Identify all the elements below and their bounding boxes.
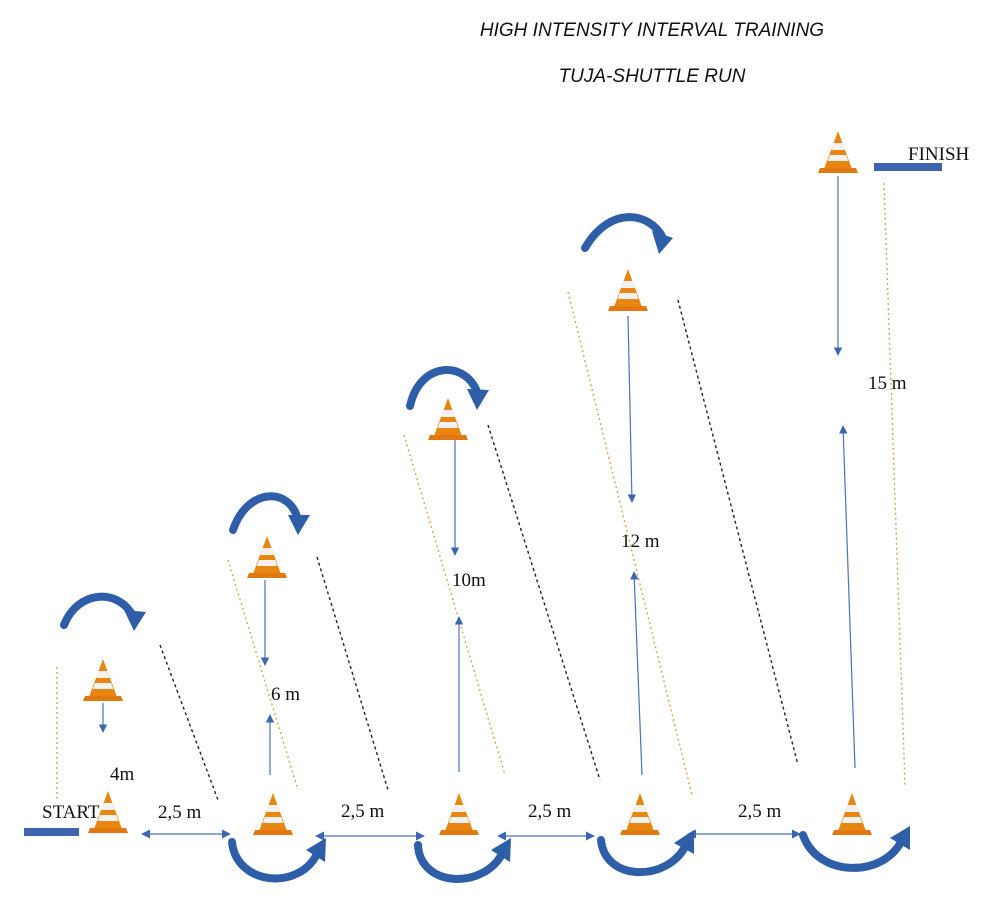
- black-guide-lines: [159, 299, 799, 801]
- gap-label: 2,5 m: [158, 802, 202, 823]
- shuttle-distance-label: 10m: [452, 570, 486, 591]
- traffic-cone-icon: [608, 269, 648, 311]
- bottom-turn-arrows: [228, 831, 906, 883]
- finish-line: [874, 163, 942, 171]
- curved-arrow-icon: [799, 831, 906, 872]
- shuttle-distance-label: 15 m: [868, 373, 907, 394]
- start-label: START: [42, 802, 100, 823]
- diagram-title: HIGH INTENSITY INTERVAL TRAINING: [480, 20, 824, 41]
- shuttle-distance-label: 12 m: [621, 531, 660, 552]
- finish-label: FINISH: [908, 144, 970, 165]
- bottom-turn-arrowheads: [306, 826, 910, 862]
- orange-guide-lines: [56, 182, 906, 800]
- curved-arrow-icon: [414, 841, 507, 883]
- traffic-cone-icon: [428, 398, 468, 440]
- gap-label: 2,5 m: [341, 801, 385, 822]
- diagram-subtitle: TUJA-SHUTTLE RUN: [559, 66, 746, 87]
- spacing-arrows: [141, 829, 801, 841]
- curved-arrow-icon: [581, 213, 667, 252]
- gap-label: 2,5 m: [738, 801, 782, 822]
- traffic-cone-icon: [439, 793, 479, 835]
- curved-arrow-icon: [597, 836, 690, 877]
- traffic-cone-icon: [83, 659, 123, 701]
- shuttle-distance-label: 6 m: [271, 684, 300, 705]
- traffic-cone-icon: [832, 793, 872, 835]
- start-line: [24, 828, 79, 836]
- top-turn-arrows: [60, 213, 667, 629]
- shuttle-distance-label: 4m: [110, 764, 135, 785]
- curved-arrow-icon: [228, 838, 322, 883]
- traffic-cone-icon: [247, 536, 287, 578]
- curved-arrow-icon: [229, 492, 302, 534]
- traffic-cone-icon: [253, 793, 293, 835]
- gap-label: 2,5 m: [528, 801, 572, 822]
- curved-arrow-icon: [406, 366, 482, 410]
- traffic-cone-icon: [620, 793, 660, 835]
- traffic-cone-icon: [818, 131, 858, 173]
- cones: [83, 131, 872, 835]
- shuttle-arrows: [98, 176, 856, 776]
- curved-arrow-icon: [60, 592, 137, 629]
- top-turn-arrowheads: [124, 231, 673, 631]
